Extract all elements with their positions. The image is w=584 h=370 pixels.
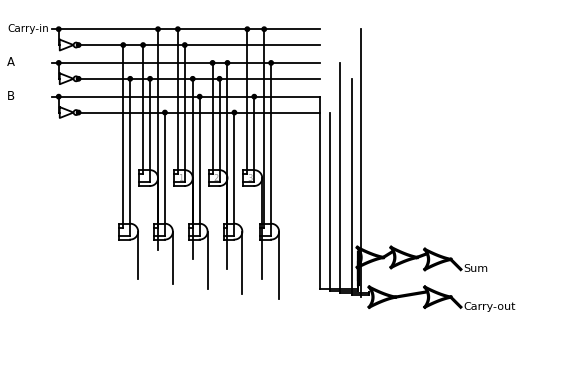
Circle shape bbox=[183, 43, 187, 47]
Circle shape bbox=[121, 43, 126, 47]
Circle shape bbox=[252, 94, 256, 99]
Text: 1: 1 bbox=[178, 174, 183, 182]
Text: Carry-out: Carry-out bbox=[464, 302, 516, 312]
Text: Carry-in: Carry-in bbox=[7, 24, 49, 34]
Circle shape bbox=[141, 43, 145, 47]
Circle shape bbox=[262, 27, 266, 31]
Circle shape bbox=[77, 43, 81, 47]
Circle shape bbox=[57, 61, 61, 65]
Circle shape bbox=[57, 27, 61, 31]
Circle shape bbox=[74, 43, 79, 47]
Circle shape bbox=[128, 77, 133, 81]
Circle shape bbox=[217, 77, 222, 81]
Circle shape bbox=[74, 76, 79, 81]
Circle shape bbox=[148, 77, 152, 81]
Circle shape bbox=[77, 77, 81, 81]
Text: B: B bbox=[7, 90, 15, 103]
Circle shape bbox=[190, 77, 195, 81]
Circle shape bbox=[197, 94, 202, 99]
Circle shape bbox=[245, 27, 249, 31]
Circle shape bbox=[269, 61, 273, 65]
Circle shape bbox=[57, 94, 61, 99]
Circle shape bbox=[77, 110, 81, 115]
Circle shape bbox=[163, 110, 167, 115]
Circle shape bbox=[225, 61, 230, 65]
Text: Sum: Sum bbox=[464, 264, 489, 275]
Circle shape bbox=[210, 61, 215, 65]
Circle shape bbox=[74, 110, 79, 115]
Text: A: A bbox=[7, 56, 15, 70]
Circle shape bbox=[176, 27, 180, 31]
Text: 3: 3 bbox=[248, 174, 253, 182]
Text: 2: 2 bbox=[213, 174, 218, 182]
Circle shape bbox=[156, 27, 160, 31]
Circle shape bbox=[232, 110, 237, 115]
